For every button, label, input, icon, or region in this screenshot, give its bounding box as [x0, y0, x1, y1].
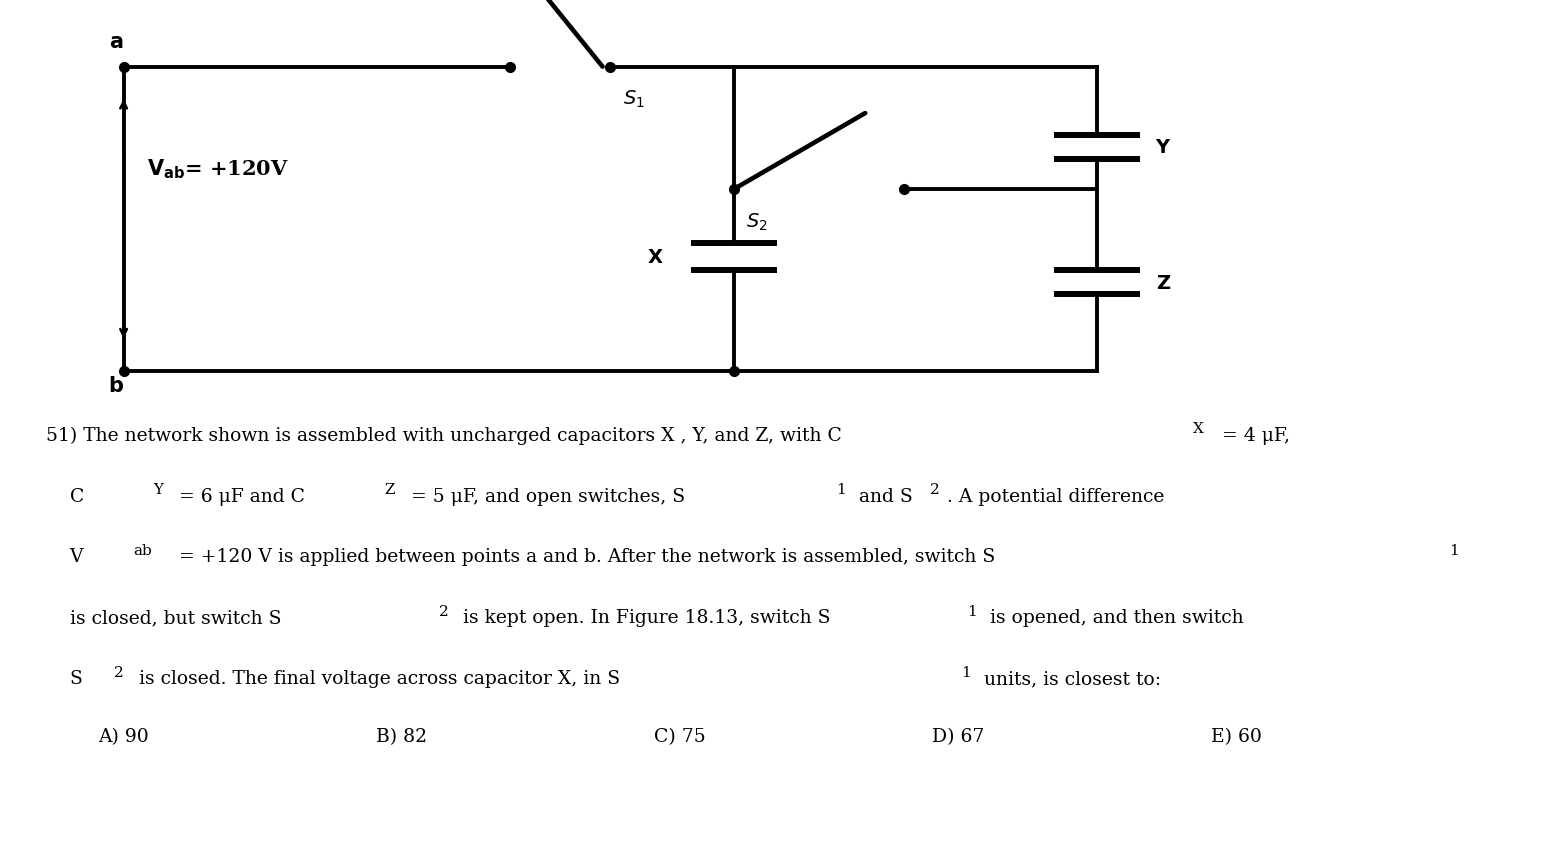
- Text: 1: 1: [836, 483, 845, 497]
- Text: E) 60: E) 60: [1211, 727, 1261, 745]
- Text: Z: Z: [385, 483, 396, 497]
- Text: $\mathbf{V_{ab}}$= +120V: $\mathbf{V_{ab}}$= +120V: [147, 157, 289, 181]
- Text: = 5 μF, and open switches, S: = 5 μF, and open switches, S: [405, 487, 684, 505]
- Text: b: b: [108, 376, 124, 396]
- Text: 1: 1: [1449, 544, 1458, 558]
- Text: Z: Z: [1156, 273, 1170, 292]
- Text: ab: ab: [133, 544, 151, 558]
- Text: a: a: [108, 32, 124, 52]
- Text: = 4 μF,: = 4 μF,: [1216, 426, 1290, 444]
- Text: X: X: [1193, 422, 1204, 436]
- Text: D) 67: D) 67: [932, 727, 984, 745]
- Text: is closed, but switch S: is closed, but switch S: [46, 609, 281, 626]
- Text: 2: 2: [114, 665, 124, 679]
- Text: A) 90: A) 90: [99, 727, 148, 745]
- Text: $S_2$: $S_2$: [746, 211, 768, 232]
- Text: and S: and S: [853, 487, 913, 505]
- Text: . A potential difference: . A potential difference: [947, 487, 1165, 505]
- Text: V: V: [46, 548, 83, 565]
- Text: 1: 1: [961, 665, 970, 679]
- Text: is kept open. In Figure 18.13, switch S: is kept open. In Figure 18.13, switch S: [457, 609, 831, 626]
- Text: S: S: [46, 669, 83, 687]
- Text: 2: 2: [930, 483, 939, 497]
- Text: Y: Y: [1156, 138, 1170, 157]
- Text: units, is closest to:: units, is closest to:: [978, 669, 1160, 687]
- Text: is opened, and then switch: is opened, and then switch: [984, 609, 1244, 626]
- Text: = 6 μF and C: = 6 μF and C: [173, 487, 304, 505]
- Text: Y: Y: [153, 483, 162, 497]
- Text: $S_1$: $S_1$: [623, 89, 644, 110]
- Text: = +120 V is applied between points a and b. After the network is assembled, swit: = +120 V is applied between points a and…: [173, 548, 995, 565]
- Text: is closed. The final voltage across capacitor X, in S: is closed. The final voltage across capa…: [133, 669, 620, 687]
- Text: 51) The network shown is assembled with uncharged capacitors X , Y, and Z, with : 51) The network shown is assembled with …: [46, 426, 842, 445]
- Text: X: X: [647, 248, 663, 267]
- Text: C) 75: C) 75: [654, 727, 706, 745]
- Text: C: C: [46, 487, 85, 505]
- Text: 2: 2: [439, 604, 448, 619]
- Text: B) 82: B) 82: [375, 727, 428, 745]
- Text: 1: 1: [967, 604, 976, 619]
